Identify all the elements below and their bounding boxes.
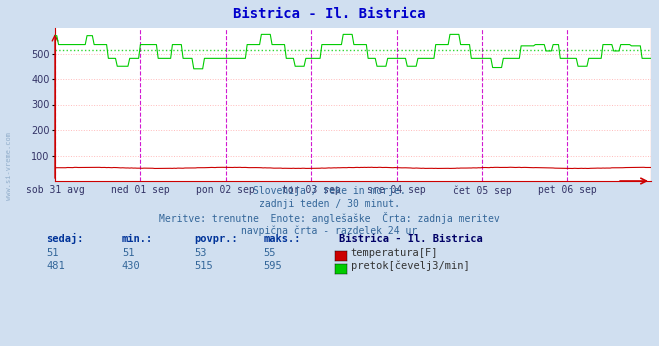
Text: 481: 481 [46, 261, 65, 271]
Text: 55: 55 [264, 248, 276, 258]
Text: povpr.:: povpr.: [194, 234, 238, 244]
Text: www.si-vreme.com: www.si-vreme.com [5, 132, 12, 200]
Text: 515: 515 [194, 261, 213, 271]
Text: Bistrica - Il. Bistrica: Bistrica - Il. Bistrica [339, 234, 483, 244]
Text: 53: 53 [194, 248, 207, 258]
Text: maks.:: maks.: [264, 234, 301, 244]
Text: pretok[čevelj3/min]: pretok[čevelj3/min] [351, 261, 469, 271]
Text: 430: 430 [122, 261, 140, 271]
Text: Meritve: trenutne  Enote: anglešaške  Črta: zadnja meritev: Meritve: trenutne Enote: anglešaške Črta… [159, 212, 500, 224]
Text: 595: 595 [264, 261, 282, 271]
Text: Slovenija / reke in morje.: Slovenija / reke in morje. [253, 186, 406, 196]
Text: 51: 51 [122, 248, 134, 258]
Text: Bistrica - Il. Bistrica: Bistrica - Il. Bistrica [233, 7, 426, 21]
Text: min.:: min.: [122, 234, 153, 244]
Text: zadnji teden / 30 minut.: zadnji teden / 30 minut. [259, 199, 400, 209]
Text: 51: 51 [46, 248, 59, 258]
Text: temperatura[F]: temperatura[F] [351, 248, 438, 258]
Text: sedaj:: sedaj: [46, 233, 84, 244]
Text: navpična črta - razdelek 24 ur: navpična črta - razdelek 24 ur [241, 225, 418, 236]
